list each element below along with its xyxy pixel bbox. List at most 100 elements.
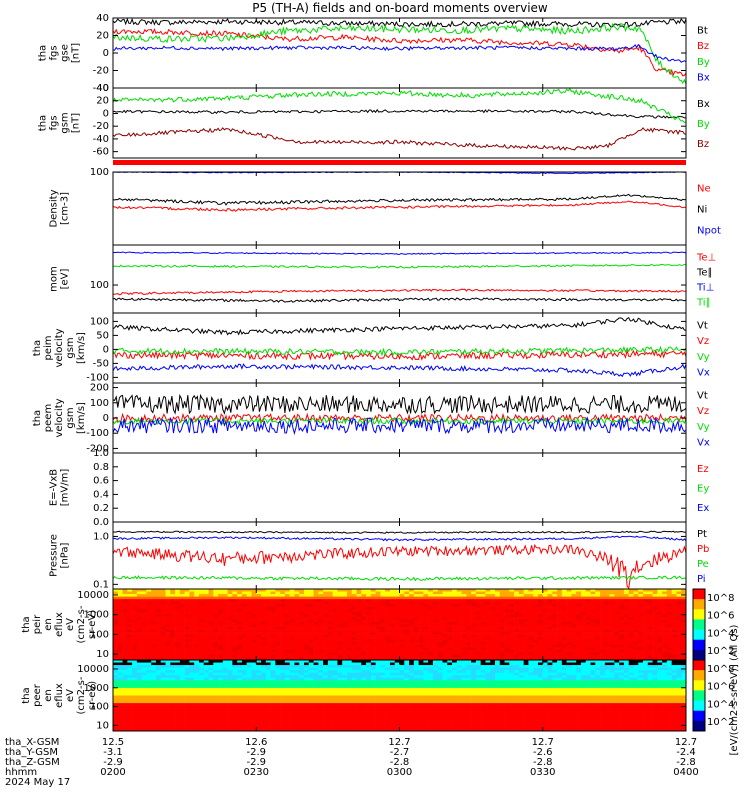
spec-cell	[294, 718, 300, 722]
spec-cell	[294, 692, 300, 696]
spec-cell	[304, 642, 310, 646]
spec-cell	[280, 652, 286, 656]
spec-cell	[514, 652, 520, 656]
spec-cell	[485, 594, 491, 597]
spec-cell	[681, 609, 687, 613]
legend-entry: By	[697, 57, 710, 68]
spec-cell	[318, 611, 324, 615]
spec-cell	[504, 609, 510, 613]
spec-cell	[141, 606, 147, 610]
spec-cell	[289, 705, 295, 709]
spec-cell	[623, 649, 629, 653]
spec-cell	[308, 606, 314, 610]
spec-cell	[246, 611, 252, 615]
spec-cell	[475, 639, 481, 643]
spec-cell	[289, 601, 295, 605]
spec-cell	[504, 601, 510, 605]
spec-cell	[490, 632, 496, 635]
spec-cell	[294, 634, 300, 638]
spec-cell	[136, 611, 142, 615]
spec-cell	[356, 657, 362, 661]
spec-cell	[117, 616, 123, 620]
spec-cell	[318, 660, 324, 663]
spec-cell	[184, 642, 190, 646]
spec-cell	[509, 596, 515, 600]
spec-cell	[557, 627, 563, 630]
spec-cell	[184, 698, 190, 701]
spec-cell	[237, 606, 243, 610]
spec-cell	[409, 621, 415, 625]
spec-cell	[528, 611, 534, 615]
spec-cell	[308, 728, 314, 732]
spec-cell	[514, 596, 520, 600]
spec-cell	[270, 723, 276, 727]
spec-cell	[155, 713, 162, 717]
spec-cell	[251, 687, 257, 691]
spec-cell	[542, 596, 548, 600]
spec-cell	[132, 715, 138, 719]
spec-cell	[404, 604, 410, 608]
spec-cell	[289, 728, 295, 732]
spec-cell	[590, 596, 596, 600]
series-line-Pt	[112, 530, 687, 534]
spec-cell	[132, 627, 138, 630]
spec-cell	[442, 621, 448, 625]
spec-cell	[232, 675, 238, 679]
spec-cell	[194, 723, 200, 727]
spec-cell	[218, 660, 224, 663]
spec-cell	[356, 639, 362, 643]
spec-cell	[280, 589, 286, 592]
spec-cell	[380, 642, 386, 646]
spec-cell	[256, 703, 262, 706]
spec-cell	[638, 629, 644, 633]
spec-cell	[385, 589, 391, 592]
spec-cell	[657, 619, 663, 623]
spec-cell	[289, 710, 295, 714]
spec-cell	[528, 642, 534, 646]
spec-cell	[623, 657, 629, 661]
spec-cell	[499, 652, 505, 656]
spec-cell	[289, 594, 295, 597]
spec-cell	[471, 619, 477, 623]
spec-cell	[184, 700, 190, 704]
colorbar-cell	[693, 589, 705, 600]
spec-cell	[595, 624, 601, 628]
spec-cell	[113, 708, 119, 712]
spec-cell	[399, 627, 405, 630]
spec-cell	[571, 637, 577, 641]
spec-cell	[151, 619, 157, 623]
spec-cell	[681, 619, 687, 623]
spec-cell	[323, 639, 329, 643]
spec-cell	[203, 614, 209, 618]
spec-cell	[518, 639, 524, 643]
spec-cell	[222, 589, 228, 592]
spec-cell	[198, 589, 205, 592]
spec-cell	[284, 690, 290, 694]
spec-cell	[280, 680, 286, 684]
spec-cell	[213, 647, 219, 651]
spec-cell	[246, 667, 252, 671]
spec-cell	[256, 715, 262, 719]
spec-cell	[304, 723, 310, 727]
spec-cell	[165, 637, 171, 641]
spec-cell	[227, 677, 233, 681]
spec-cell	[495, 639, 501, 643]
spec-cell	[275, 647, 281, 651]
spec-cell	[218, 685, 224, 689]
spec-cell	[165, 649, 171, 653]
spec-cell	[385, 639, 391, 643]
spec-cell	[136, 632, 142, 635]
spec-cell	[442, 644, 448, 648]
spec-cell	[327, 616, 333, 620]
spec-cell	[409, 599, 415, 602]
spec-cell	[652, 637, 658, 641]
spec-cell	[132, 637, 138, 641]
spec-cell	[351, 589, 357, 592]
y-tick-label: 10000	[77, 590, 109, 601]
spec-cell	[208, 695, 214, 699]
spec-cell	[198, 627, 205, 630]
spec-cell	[323, 611, 329, 615]
spec-cell	[671, 614, 677, 618]
spec-cell	[136, 596, 142, 600]
spec-cell	[246, 632, 252, 635]
